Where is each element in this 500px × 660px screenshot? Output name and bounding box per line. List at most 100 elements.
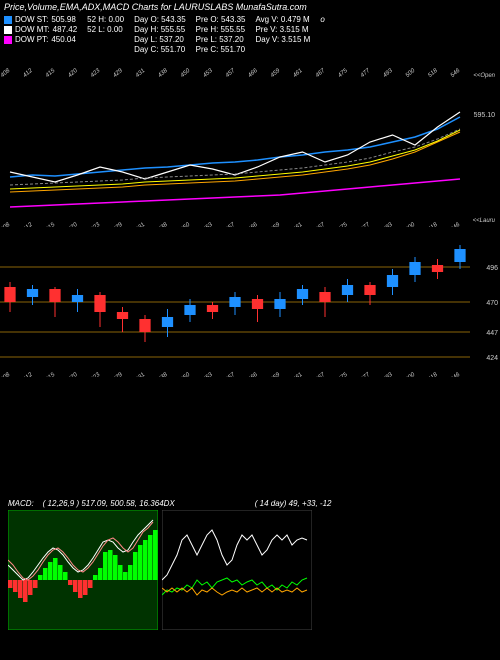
svg-text:518: 518 — [427, 68, 439, 79]
svg-text:518: 518 — [427, 372, 439, 377]
svg-text:420: 420 — [67, 372, 79, 377]
svg-text:470: 470 — [486, 300, 498, 307]
svg-text:466: 466 — [247, 68, 259, 79]
stats-pre: Pre O: 543.35 Pre H: 555.55 Pre L: 537.2… — [196, 15, 246, 54]
svg-text:466: 466 — [247, 222, 259, 227]
stat-dayo: Day O: 543.35 — [134, 15, 186, 24]
svg-text:<<Lauru: <<Lauru — [473, 218, 496, 224]
candlestick-chart: 4964704474244084124154204234294314384504… — [0, 227, 500, 377]
svg-text:450: 450 — [180, 68, 192, 79]
svg-text:412: 412 — [22, 68, 34, 79]
stat-avgv: Avg V: 0.479 M — [255, 15, 310, 24]
svg-text:412: 412 — [22, 222, 34, 227]
stats-day: Day O: 543.35 Day H: 555.55 Day L: 537.2… — [134, 15, 186, 54]
price-line-chart: 408 408 412 412 415 415 420 420 423 423 429 429 431 4… — [0, 57, 500, 227]
svg-text:415: 415 — [45, 222, 57, 227]
svg-text:453: 453 — [202, 222, 214, 227]
stats-extra: o — [320, 15, 324, 54]
svg-text:412: 412 — [22, 372, 34, 377]
svg-text:496: 496 — [486, 265, 498, 272]
svg-text:477: 477 — [360, 372, 372, 377]
spacer — [0, 377, 500, 497]
stat-52h: 52 H: 0.00 — [87, 15, 124, 24]
svg-text:438: 438 — [157, 372, 169, 377]
legend-mt: DOW MT: 487.42 — [4, 25, 77, 34]
svg-text:518: 518 — [427, 222, 439, 227]
swatch-mt — [4, 26, 12, 34]
svg-text:459: 459 — [270, 222, 282, 227]
svg-text:493: 493 — [382, 222, 394, 227]
svg-text:429: 429 — [112, 68, 124, 79]
svg-text:423: 423 — [90, 372, 102, 377]
macd-left-label: ( 12,26,9 ) 517.09, 500.58, 16.364DX — [43, 499, 175, 508]
svg-text:500: 500 — [405, 222, 417, 227]
svg-text:438: 438 — [157, 68, 169, 79]
svg-text:467: 467 — [315, 68, 327, 79]
stat-dayv: Day V: 3.515 M — [255, 35, 310, 44]
stat-preh: Pre H: 555.55 — [196, 25, 246, 34]
svg-text:408: 408 — [0, 372, 12, 377]
macd-title: MACD: — [8, 499, 34, 508]
svg-text:431: 431 — [135, 68, 147, 79]
svg-text:467: 467 — [315, 222, 327, 227]
svg-text:438: 438 — [157, 222, 169, 227]
svg-text:429: 429 — [112, 372, 124, 377]
stat-preo: Pre O: 543.35 — [196, 15, 246, 24]
svg-text:415: 415 — [45, 68, 57, 79]
svg-text:477: 477 — [360, 68, 372, 79]
legend-block: DOW ST: 505.98 DOW MT: 487.42 DOW PT: 45… — [4, 15, 77, 54]
svg-text:595.10: 595.10 — [474, 112, 496, 119]
svg-text:461: 461 — [292, 372, 304, 377]
legend-mt-value: 487.42 — [53, 25, 77, 34]
svg-text:457: 457 — [225, 68, 237, 79]
chart-title: Price,Volume,EMA,ADX,MACD Charts for LAU… — [0, 0, 500, 14]
legend-pt-label: DOW PT: — [15, 35, 48, 44]
stat-52l: 52 L: 0.00 — [87, 25, 124, 34]
svg-text:457: 457 — [225, 222, 237, 227]
indicator-panels — [0, 510, 500, 630]
svg-text:408: 408 — [0, 68, 12, 79]
legend-pt-value: 450.04 — [51, 35, 75, 44]
macd-panel — [8, 510, 158, 630]
svg-text:423: 423 — [90, 68, 102, 79]
svg-text:546: 546 — [450, 222, 462, 227]
legend-pt: DOW PT: 450.04 — [4, 35, 77, 44]
stats-52w: 52 H: 0.00 52 L: 0.00 — [87, 15, 124, 54]
svg-text:424: 424 — [486, 355, 498, 362]
macd-right-label: ( 14 day) 49, +33, -12 — [255, 499, 332, 508]
svg-text:475: 475 — [337, 222, 349, 227]
svg-text:420: 420 — [67, 68, 79, 79]
svg-text:450: 450 — [180, 372, 192, 377]
info-row: DOW ST: 505.98 DOW MT: 487.42 DOW PT: 45… — [0, 14, 500, 55]
swatch-st — [4, 16, 12, 24]
svg-text:546: 546 — [450, 372, 462, 377]
stat-prev: Pre V: 3.515 M — [255, 25, 310, 34]
svg-text:546: 546 — [450, 68, 462, 79]
svg-text:477: 477 — [360, 222, 372, 227]
legend-st-label: DOW ST: — [15, 15, 48, 24]
svg-text:423: 423 — [90, 222, 102, 227]
svg-text:420: 420 — [67, 222, 79, 227]
svg-text:459: 459 — [270, 68, 282, 79]
svg-text:475: 475 — [337, 68, 349, 79]
macd-row: MACD: ( 12,26,9 ) 517.09, 500.58, 16.364… — [0, 497, 500, 510]
svg-text:500: 500 — [405, 372, 417, 377]
svg-text:450: 450 — [180, 222, 192, 227]
svg-text:408: 408 — [0, 222, 12, 227]
stat-prec: Pre C: 551.70 — [196, 45, 246, 54]
svg-text:493: 493 — [382, 372, 394, 377]
svg-text:431: 431 — [135, 222, 147, 227]
svg-text:500: 500 — [405, 68, 417, 79]
svg-text:431: 431 — [135, 372, 147, 377]
svg-text:<<Open: <<Open — [473, 73, 495, 79]
legend-st: DOW ST: 505.98 — [4, 15, 77, 24]
svg-text:467: 467 — [315, 372, 327, 377]
adx-panel — [162, 510, 312, 630]
legend-st-value: 505.98 — [51, 15, 75, 24]
svg-text:475: 475 — [337, 372, 349, 377]
stats-vol: Avg V: 0.479 M Pre V: 3.515 M Day V: 3.5… — [255, 15, 310, 54]
swatch-pt — [4, 36, 12, 44]
svg-text:429: 429 — [112, 222, 124, 227]
stat-prel: Pre L: 537.20 — [196, 35, 246, 44]
svg-text:459: 459 — [270, 372, 282, 377]
